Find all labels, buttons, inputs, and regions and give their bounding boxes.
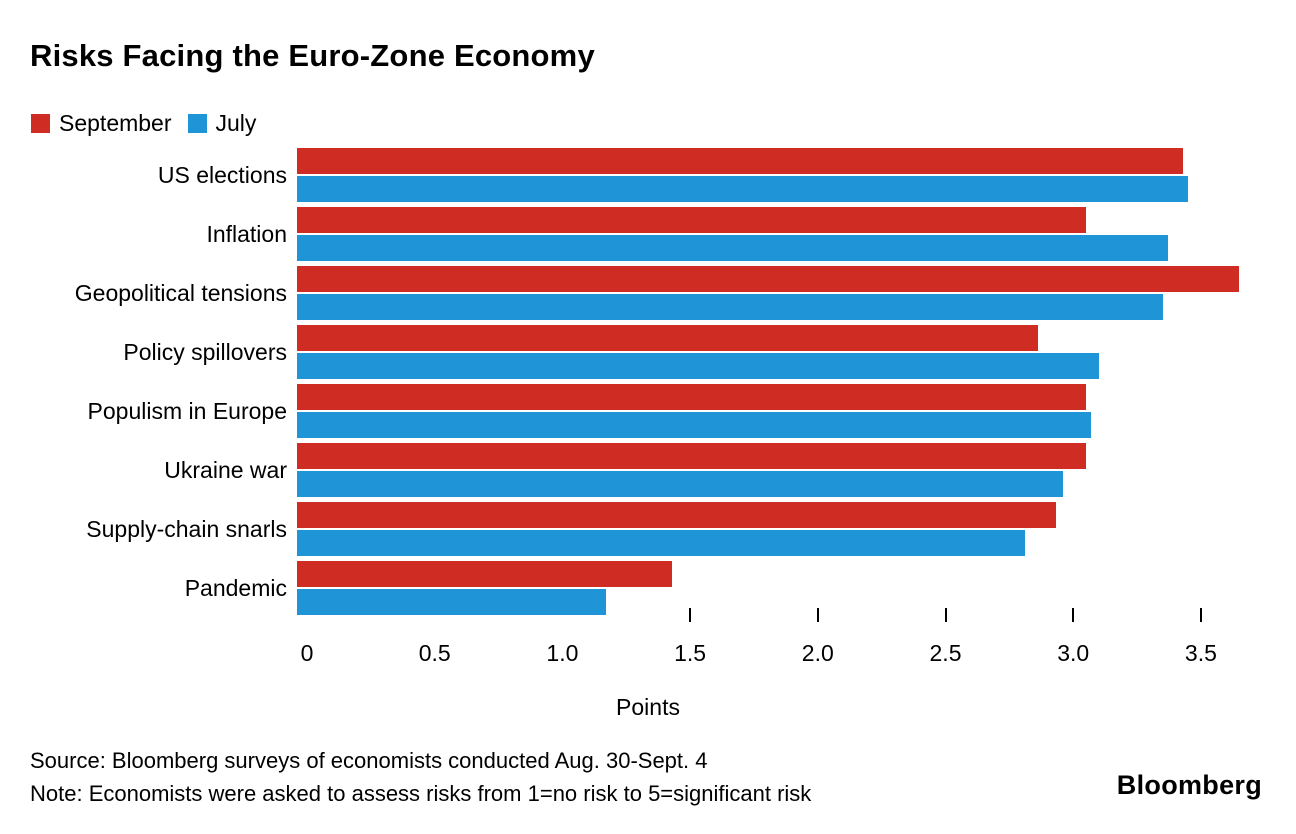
bar-group: [297, 207, 1296, 261]
category-row: Policy spillovers: [0, 325, 1296, 379]
bar-september: [297, 148, 1184, 174]
legend-label-september: September: [59, 110, 172, 136]
legend-label-july: July: [215, 110, 257, 136]
category-label: Policy spillovers: [123, 338, 287, 365]
tick-mark: [1199, 608, 1202, 622]
bar-september: [297, 325, 1038, 351]
category-label: Supply-chain snarls: [86, 515, 287, 542]
bar-chart: US elections Inflation Geopolitical tensio…: [0, 148, 1296, 620]
bar-group: [297, 325, 1296, 379]
bar-july: [297, 176, 1189, 202]
legend-item-july: July: [187, 110, 257, 137]
bar-september: [297, 384, 1087, 410]
category-label: Geopolitical tensions: [74, 279, 287, 306]
x-axis-tick-marks: [307, 608, 1296, 622]
bar-september: [297, 207, 1087, 233]
tick-label: 0.5: [418, 640, 451, 666]
tick-mark: [689, 608, 692, 622]
bar-group: [297, 384, 1296, 438]
source-text: Source: Bloomberg surveys of economists …: [30, 748, 708, 773]
tick-mark: [1072, 608, 1075, 622]
tick-label: 1.5: [674, 640, 707, 666]
bar-september: [297, 502, 1056, 528]
category-label: Pandemic: [184, 574, 287, 601]
bar-july: [297, 530, 1025, 556]
x-axis-title: Points: [616, 694, 680, 720]
bar-september: [297, 266, 1240, 292]
note-text: Note: Economists were asked to assess ri…: [30, 781, 812, 806]
tick-mark: [816, 608, 819, 622]
bar-group: [297, 266, 1296, 320]
legend-swatch-july: [187, 114, 207, 133]
category-row: Populism in Europe: [0, 384, 1296, 438]
category-label: Ukraine war: [164, 456, 287, 483]
bar-september: [297, 561, 673, 587]
bar-july: [297, 589, 606, 615]
bar-july: [297, 235, 1168, 261]
category-label: Populism in Europe: [87, 397, 287, 424]
bar-july: [297, 294, 1163, 320]
category-row: Pandemic: [0, 561, 1296, 615]
category-row: US elections: [0, 148, 1296, 202]
bar-group: [297, 502, 1296, 556]
chart-title: Risks Facing the Euro-Zone Economy: [30, 38, 595, 73]
bar-july: [297, 353, 1099, 379]
bloomberg-logo: Bloomberg: [1116, 770, 1262, 800]
bar-september: [297, 443, 1087, 469]
legend: September July: [31, 110, 256, 137]
bar-group: [297, 443, 1296, 497]
category-row: Geopolitical tensions: [0, 266, 1296, 320]
legend-item-september: September: [31, 110, 172, 137]
category-row: Ukraine war: [0, 443, 1296, 497]
bar-group: [297, 148, 1296, 202]
category-label: US elections: [157, 161, 287, 188]
bar-july: [297, 412, 1092, 438]
category-row: Inflation: [0, 207, 1296, 261]
category-label: Inflation: [206, 220, 287, 247]
tick-label: 3.0: [1057, 640, 1090, 666]
tick-label: 2.5: [929, 640, 962, 666]
tick-label: 0: [300, 640, 314, 666]
tick-label: 1.0: [546, 640, 579, 666]
legend-swatch-september: [31, 114, 50, 133]
x-axis-tick-labels: 0 0.5 1.0 1.5 2.0 2.5 3.0 3.5: [301, 640, 1296, 668]
tick-mark: [944, 608, 947, 622]
bar-july: [297, 471, 1064, 497]
bar-group: [297, 561, 1296, 615]
tick-label: 3.5: [1184, 640, 1217, 666]
tick-label: 2.0: [801, 640, 834, 666]
category-row: Supply-chain snarls: [0, 502, 1296, 556]
